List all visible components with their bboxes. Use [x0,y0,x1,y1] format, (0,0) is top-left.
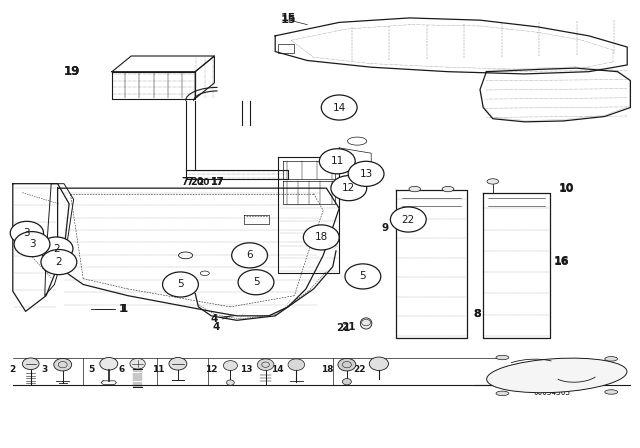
Circle shape [232,243,268,268]
Text: 14: 14 [271,365,284,374]
Text: 12: 12 [342,183,355,193]
Circle shape [14,232,50,257]
Circle shape [227,380,234,385]
Text: 10: 10 [559,184,574,194]
Ellipse shape [360,318,372,329]
Circle shape [22,358,39,370]
Text: 7: 7 [181,177,188,187]
Circle shape [348,161,384,186]
Circle shape [303,225,339,250]
Circle shape [319,149,355,174]
Text: 00034363: 00034363 [533,388,570,396]
Text: 5: 5 [88,365,94,374]
Circle shape [331,176,367,201]
Circle shape [54,358,72,371]
Text: 3: 3 [24,228,30,238]
Text: 18: 18 [321,365,334,374]
Text: 15: 15 [280,13,296,23]
Text: 13: 13 [360,169,372,179]
Text: 4: 4 [211,314,218,324]
Bar [278,44,294,53]
Text: 15: 15 [280,15,296,25]
Text: 8: 8 [474,309,481,319]
Text: 16: 16 [554,256,569,266]
Circle shape [238,270,274,295]
Text: 17: 17 [211,177,225,187]
Text: 21: 21 [336,323,351,333]
Text: 22: 22 [402,215,415,224]
Text: 20: 20 [190,177,204,187]
Circle shape [321,95,357,120]
Text: 5: 5 [360,271,366,281]
Text: 21: 21 [340,322,355,332]
Ellipse shape [486,358,627,393]
Text: 17: 17 [211,177,225,187]
Circle shape [223,361,237,370]
Text: 20: 20 [197,178,210,187]
Text: 5: 5 [177,280,184,289]
Text: 19: 19 [64,65,81,78]
Ellipse shape [496,391,509,396]
Circle shape [130,358,145,369]
Text: 22: 22 [353,365,366,374]
Circle shape [100,358,118,370]
Text: 3: 3 [42,365,48,374]
Circle shape [345,264,381,289]
Text: 14: 14 [333,103,346,112]
Circle shape [169,358,187,370]
Text: 18: 18 [315,233,328,242]
Ellipse shape [605,390,618,394]
Text: 8: 8 [474,309,481,319]
Circle shape [257,359,274,370]
Text: 2: 2 [53,244,60,254]
Circle shape [338,358,356,371]
Circle shape [288,359,305,370]
Text: 10: 10 [559,183,574,193]
Text: 6: 6 [246,250,253,260]
Text: 2: 2 [10,365,16,374]
Text: 1: 1 [118,304,125,314]
Text: 6: 6 [118,365,125,374]
Text: 4: 4 [212,322,220,332]
Text: 5: 5 [253,277,259,287]
Circle shape [41,250,77,275]
Text: 11: 11 [152,365,165,374]
Circle shape [390,207,426,232]
Text: 1: 1 [120,304,127,314]
Text: 13: 13 [240,365,253,374]
Circle shape [342,379,351,385]
Ellipse shape [442,186,454,192]
Ellipse shape [348,137,367,145]
Text: 3: 3 [29,239,35,249]
Ellipse shape [496,355,509,360]
Text: 7: 7 [186,177,193,187]
Text: 16: 16 [554,257,569,267]
Ellipse shape [409,186,420,192]
Circle shape [369,357,388,370]
Text: 12: 12 [205,365,218,374]
Text: 9: 9 [381,224,389,233]
Circle shape [40,237,73,260]
Circle shape [10,221,44,245]
Ellipse shape [487,179,499,184]
Text: 2: 2 [56,257,62,267]
Text: 19: 19 [64,65,81,78]
Ellipse shape [605,357,618,361]
Circle shape [163,272,198,297]
Text: 11: 11 [331,156,344,166]
